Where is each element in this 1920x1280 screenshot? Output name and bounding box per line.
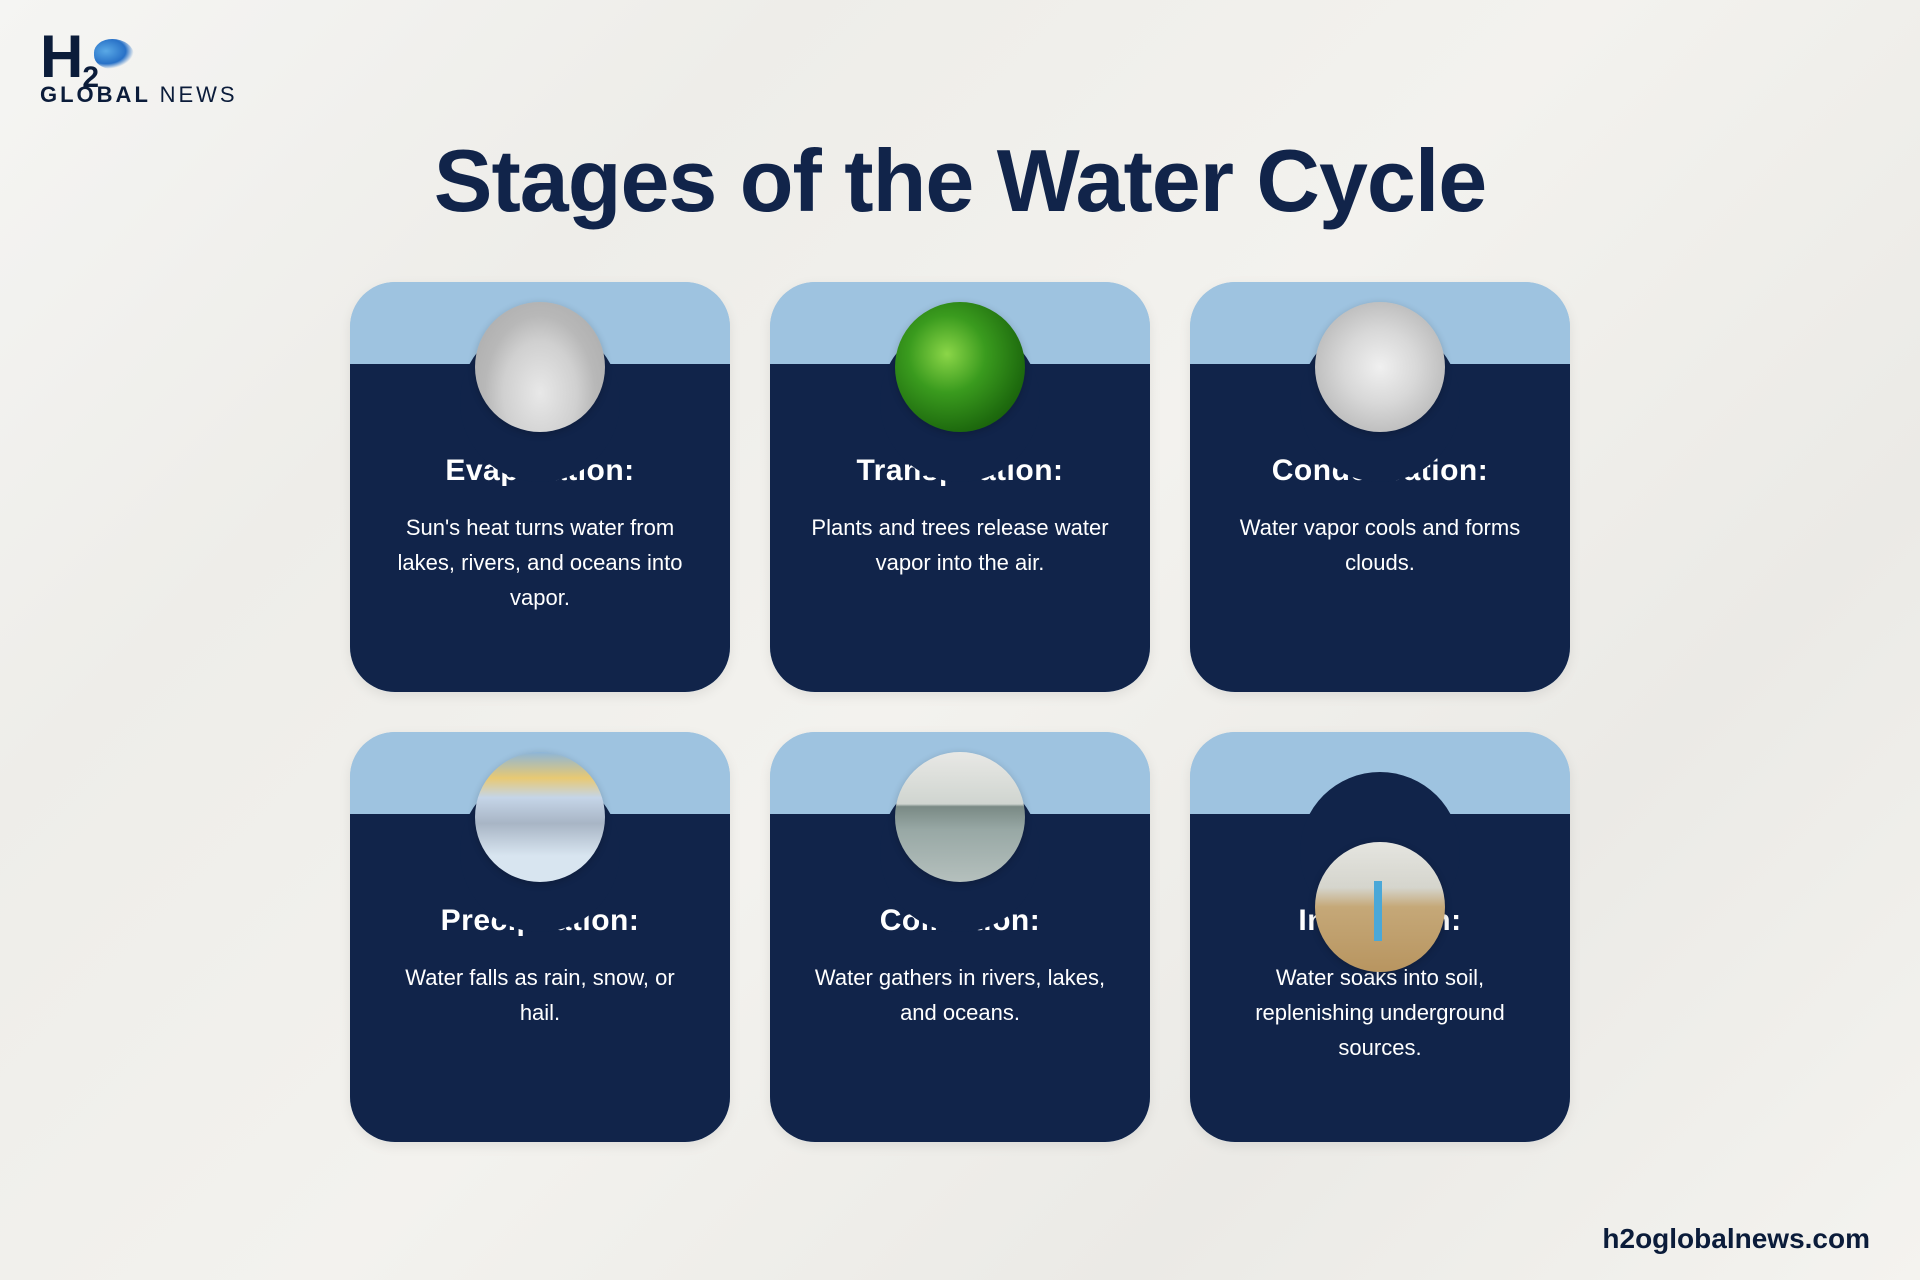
cards-grid: Evaporation:Sun's heat turns water from … bbox=[60, 282, 1860, 1142]
condensation-icon bbox=[1315, 302, 1445, 432]
stage-card: Collection:Water gathers in rivers, lake… bbox=[770, 732, 1150, 1142]
card-text: Water falls as rain, snow, or hail. bbox=[385, 960, 695, 1030]
transpiration-icon bbox=[895, 302, 1025, 432]
footer-url: h2oglobalnews.com bbox=[1602, 1223, 1870, 1255]
logo-wordmark: H2 bbox=[40, 30, 238, 84]
stage-card: Transpiration:Plants and trees release w… bbox=[770, 282, 1150, 692]
stage-card: Evaporation:Sun's heat turns water from … bbox=[350, 282, 730, 692]
card-text: Water gathers in rivers, lakes, and ocea… bbox=[805, 960, 1115, 1030]
card-text: Water soaks into soil, replenishing unde… bbox=[1225, 960, 1535, 1066]
stage-card: Infiltration:Water soaks into soil, repl… bbox=[1190, 732, 1570, 1142]
card-text: Sun's heat turns water from lakes, river… bbox=[385, 510, 695, 616]
infographic-page: H2 GLOBAL NEWS Stages of the Water Cycle… bbox=[0, 0, 1920, 1280]
infiltration-icon bbox=[1315, 842, 1445, 972]
brand-logo: H2 GLOBAL NEWS bbox=[40, 30, 238, 108]
precipitation-icon bbox=[475, 752, 605, 882]
collection-icon bbox=[895, 752, 1025, 882]
water-splash-icon bbox=[94, 39, 134, 69]
logo-sub-right: NEWS bbox=[160, 82, 238, 107]
card-text: Plants and trees release water vapor int… bbox=[805, 510, 1115, 580]
stage-card: Condensation:Water vapor cools and forms… bbox=[1190, 282, 1570, 692]
logo-h2o-text: H2 bbox=[40, 23, 98, 90]
stage-card: Precipitation:Water falls as rain, snow,… bbox=[350, 732, 730, 1142]
evaporation-icon bbox=[475, 302, 605, 432]
page-title: Stages of the Water Cycle bbox=[60, 130, 1860, 232]
card-text: Water vapor cools and forms clouds. bbox=[1225, 510, 1535, 580]
